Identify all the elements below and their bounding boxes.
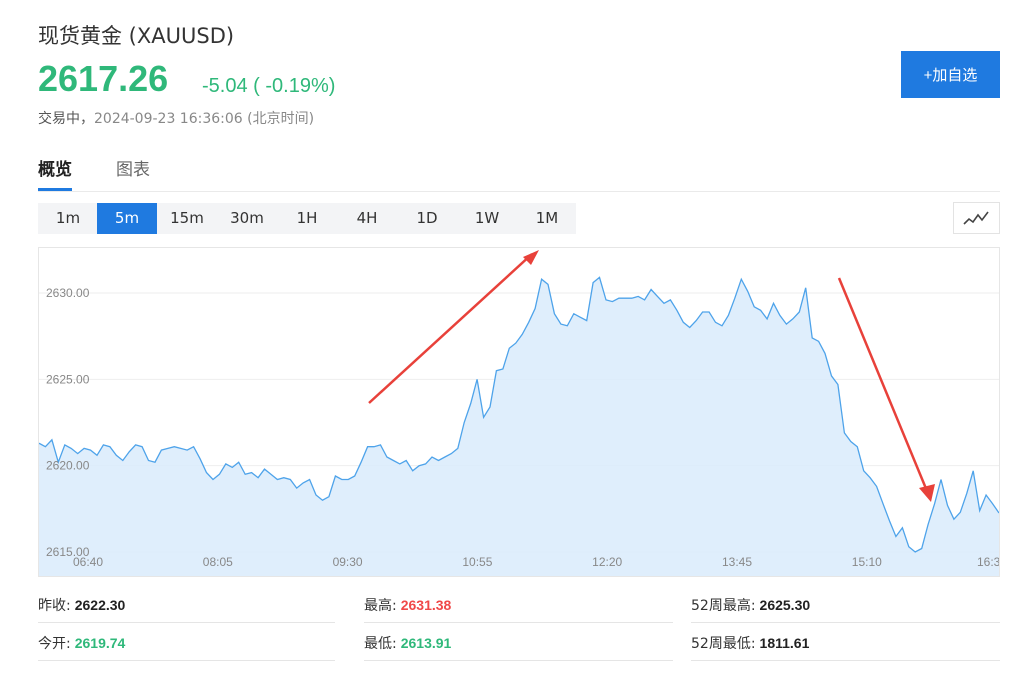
interval-1h[interactable]: 1H (296, 209, 318, 227)
stat-52w-low: 52周最低: 1811.61 (691, 635, 810, 652)
up-trend-arrow (368, 253, 533, 404)
divider (691, 622, 1000, 623)
x-tick-label: 10:55 (462, 555, 492, 569)
timezone: (北京时间) (247, 111, 315, 127)
line-chart-icon (963, 211, 989, 225)
chart-type-button[interactable] (953, 202, 1000, 234)
y-tick-label: 2625.00 (46, 372, 90, 386)
current-price: 2617.26 (38, 58, 169, 99)
tab-overview[interactable]: 概览 (38, 160, 72, 180)
up-trend-arrowhead (523, 250, 539, 265)
stat-high: 最高: 2631.38 (364, 597, 452, 614)
interval-1d[interactable]: 1D (416, 209, 438, 227)
trading-status: 交易中，2024-09-23 16:36:06 (北京时间) (38, 108, 314, 128)
divider (38, 622, 335, 623)
instrument-title: 现货黄金 (XAUUSD) (38, 24, 235, 48)
divider (364, 660, 673, 661)
x-tick-label: 13:45 (722, 555, 752, 569)
tab-bar: 概览 图表 (38, 155, 1000, 192)
divider (691, 660, 1000, 661)
interval-1mo[interactable]: 1M (535, 209, 559, 227)
price-line (39, 276, 999, 553)
tab-chart[interactable]: 图表 (116, 160, 150, 180)
interval-5m[interactable]: 5m (97, 203, 157, 234)
timestamp: 2024-09-23 16:36:06 (94, 111, 243, 127)
price-area-fill (39, 277, 999, 576)
price-chart-svg: 2615.00 2620.00 2625.00 2630.00 06:40 08:05 0… (39, 250, 1000, 576)
y-tick-label: 2620.00 (46, 459, 90, 473)
interval-15m[interactable]: 15m (170, 209, 204, 227)
stat-prev-close: 昨收: 2622.30 (38, 597, 126, 614)
price-change: -5.04 ( -0.19%) (202, 75, 336, 97)
divider (38, 660, 335, 661)
interval-1m[interactable]: 1m (55, 209, 81, 227)
stat-low: 最低: 2613.91 (364, 635, 452, 652)
x-tick-label: 16:3 (977, 555, 1000, 569)
price-chart[interactable]: 2615.00 2620.00 2625.00 2630.00 06:40 08:05 0… (38, 247, 1000, 577)
interval-4h[interactable]: 4H (356, 209, 378, 227)
x-tick-label: 06:40 (73, 555, 103, 569)
interval-30m[interactable]: 30m (230, 209, 264, 227)
interval-selector: 1m 5m 15m 30m 1H 4H 1D 1W 1M (38, 203, 576, 234)
status-label: 交易中， (38, 111, 94, 127)
y-tick-label: 2615.00 (46, 545, 90, 559)
add-to-watchlist-button[interactable]: +加自选 (901, 51, 1000, 98)
x-tick-label: 08:05 (203, 555, 233, 569)
y-tick-label: 2630.00 (46, 286, 90, 300)
stat-52w-high: 52周最高: 2625.30 (691, 597, 811, 614)
down-trend-arrow (837, 277, 929, 492)
down-trend-arrowhead (919, 484, 935, 502)
x-tick-label: 12:20 (592, 555, 622, 569)
x-tick-label: 09:30 (333, 555, 363, 569)
x-tick-label: 15:10 (852, 555, 882, 569)
divider (364, 622, 673, 623)
active-tab-indicator (38, 188, 72, 191)
stat-open: 今开: 2619.74 (38, 635, 126, 652)
interval-1w[interactable]: 1W (474, 209, 500, 227)
